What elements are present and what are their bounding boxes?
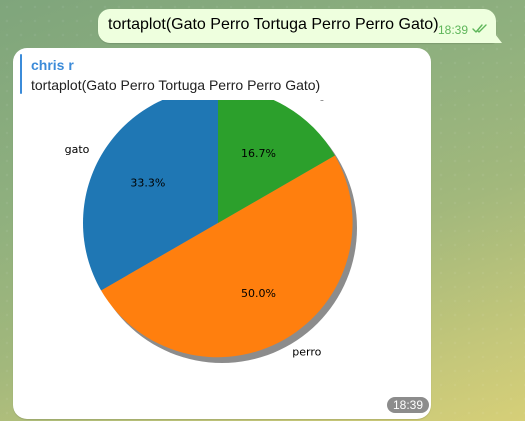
incoming-message-time: 18:39 [387,397,430,413]
reply-quote-bar [20,54,22,94]
pie-slice-tortuga [218,100,335,223]
pie-category-label: perro [292,346,321,359]
outgoing-bubble-tail [492,30,502,43]
pie-slice-gato [83,100,218,291]
read-double-check-icon [472,24,487,33]
reply-sender-name[interactable]: chris r [31,57,74,73]
reply-quoted-text[interactable]: tortaplot(Gato Perro Tortuga Perro Perro… [31,77,321,93]
pie-percent-label: 16.7% [241,147,276,160]
outgoing-message-text: tortaplot(Gato Perro Tortuga Perro Perro… [108,16,439,33]
pie-slice-perro [101,155,353,358]
outgoing-message-bubble[interactable]: tortaplot(Gato Perro Tortuga Perro Perro… [98,9,496,43]
outgoing-message-time: 18:39 [437,23,468,37]
pie-percent-label: 50.0% [241,287,276,300]
pie-category-label: tortuga [292,100,333,101]
pie-chart[interactable]: 33.3% gato 50.0% perro 16.7% tortuga [13,100,413,395]
pie-category-label: gato [65,143,90,156]
pie-percent-label: 33.3% [130,177,165,190]
